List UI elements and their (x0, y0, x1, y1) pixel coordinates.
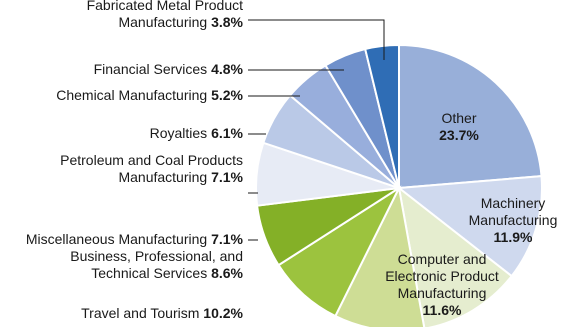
pie-slice-other (398, 43, 543, 190)
slice-label-fabricated-metal-product-manufacturing: Fabricated Metal Product Manufacturing 3.… (87, 0, 244, 30)
slice-label-financial-services: Financial Services 4.8% (94, 61, 244, 77)
slice-label-computer-and-electronic-product-manufacturing: Computer and Electronic Product Manufactur… (385, 251, 499, 318)
slice-label-machinery-manufacturing: Machinery Manufacturing 11.9% (469, 195, 558, 245)
slice-value-fabricated-metal-product-manufacturing: 3.8% (207, 14, 243, 30)
slice-value-travel-and-tourism: 10.2% (199, 305, 243, 321)
slice-value-petroleum-and-coal-products-manufacturing: 7.1% (207, 169, 243, 185)
slice-label-other: Other 23.7% (439, 110, 479, 143)
pie-slice-machinery-manufacturing (396, 175, 543, 278)
slice-value-machinery-manufacturing: 11.9% (494, 229, 533, 245)
slice-label-royalties: Royalties 6.1% (150, 125, 244, 141)
pie-slice-travel-and-tourism (333, 184, 426, 327)
slice-value-other: 23.7% (439, 127, 479, 143)
slice-value-financial-services: 4.8% (207, 61, 243, 77)
slice-label-miscellaneous-manufacturing: Miscellaneous Manufacturing 7.1% (26, 231, 244, 247)
pie-slice-computer-and-electronic-product-manufacturing (397, 185, 514, 327)
pie-slice-fabricated-metal-product-manufacturing (364, 43, 400, 189)
slice-value-royalties: 6.1% (207, 125, 243, 141)
pie-slices (255, 43, 543, 327)
slice-value-miscellaneous-manufacturing: 7.1% (207, 231, 243, 247)
leader-line-fabricated-metal-product-manufacturing (248, 19, 385, 60)
slice-value-business-professional-and-technical-services: 8.6% (207, 265, 243, 281)
leader-lines (248, 19, 385, 241)
slice-label-business-professional-and-technical-services: Business, Professional, and Technical Ser… (70, 248, 243, 281)
slice-label-travel-and-tourism: Travel and Tourism 10.2% (81, 305, 243, 321)
slice-labels: Other 23.7% Machinery Manufacturing 11.9% Com… (26, 0, 558, 321)
slice-label-chemical-manufacturing: Chemical Manufacturing 5.2% (56, 87, 243, 103)
slice-value-chemical-manufacturing: 5.2% (207, 87, 243, 103)
slice-value-computer-and-electronic-product-manufacturing: 11.6% (423, 302, 462, 318)
slice-label-petroleum-and-coal-products-manufacturing: Petroleum and Coal Products Manufacturing… (60, 152, 243, 185)
